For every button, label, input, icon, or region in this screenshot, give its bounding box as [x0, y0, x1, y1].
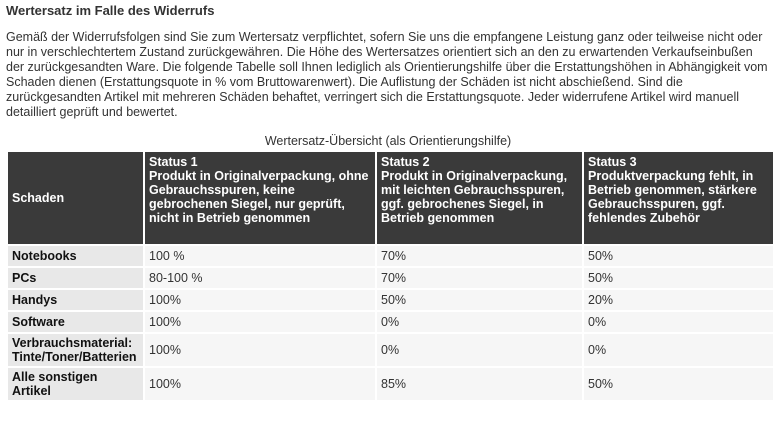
cell-status-2: 0%: [375, 310, 584, 334]
table-row: PCs 80-100 % 70% 50%: [6, 266, 775, 290]
table-row: Verbrauchsmaterial: Tinte/Toner/Batterie…: [6, 332, 775, 368]
status-3-description: Produktverpackung fehlt, in Betrieb geno…: [588, 169, 757, 225]
header-status-3: Status 3 Produktverpackung fehlt, in Bet…: [582, 150, 775, 246]
cell-status-1: 100%: [143, 332, 377, 368]
table-row: Alle sonstigen Artikel 100% 85% 50%: [6, 366, 775, 402]
cell-status-2: 85%: [375, 366, 584, 402]
intro-paragraph: Gemäß der Widerrufsfolgen sind Sie zum W…: [6, 30, 768, 119]
table-row: Software 100% 0% 0%: [6, 310, 775, 334]
table-caption: Wertersatz-Übersicht (als Orientierungsh…: [264, 134, 512, 148]
status-1-title: Status 1: [149, 155, 198, 169]
table-row: Handys 100% 50% 20%: [6, 288, 775, 312]
cell-status-2: 50%: [375, 288, 584, 312]
cell-status-2: 70%: [375, 266, 584, 290]
cell-status-2: 0%: [375, 332, 584, 368]
cell-status-1: 80-100 %: [143, 266, 377, 290]
header-status-2: Status 2 Produkt in Originalverpackung, …: [375, 150, 584, 246]
row-label: Verbrauchsmaterial: Tinte/Toner/Batterie…: [6, 332, 145, 368]
cell-status-1: 100%: [143, 310, 377, 334]
header-damage: Schaden: [6, 150, 145, 246]
status-2-description: Produkt in Originalverpackung, mit leich…: [381, 169, 568, 225]
compensation-table: Schaden Status 1 Produkt in Originalverp…: [6, 150, 775, 402]
cell-status-3: 50%: [582, 244, 775, 268]
row-label: Alle sonstigen Artikel: [6, 366, 145, 402]
header-status-1: Status 1 Produkt in Originalverpackung, …: [143, 150, 377, 246]
cell-status-1: 100%: [143, 366, 377, 402]
row-label: Notebooks: [6, 244, 145, 268]
cell-status-3: 50%: [582, 266, 775, 290]
status-2-title: Status 2: [381, 155, 430, 169]
cell-status-1: 100%: [143, 288, 377, 312]
row-label: Software: [6, 310, 145, 334]
table-header-row: Schaden Status 1 Produkt in Originalverp…: [6, 150, 775, 246]
page-heading: Wertersatz im Falle des Widerrufs: [6, 3, 215, 18]
cell-status-3: 50%: [582, 366, 775, 402]
status-3-title: Status 3: [588, 155, 637, 169]
cell-status-3: 0%: [582, 310, 775, 334]
cell-status-3: 20%: [582, 288, 775, 312]
table-row: Notebooks 100 % 70% 50%: [6, 244, 775, 268]
row-label: PCs: [6, 266, 145, 290]
cell-status-1: 100 %: [143, 244, 377, 268]
row-label: Handys: [6, 288, 145, 312]
cell-status-2: 70%: [375, 244, 584, 268]
status-1-description: Produkt in Originalverpackung, ohne Gebr…: [149, 169, 369, 225]
cell-status-3: 0%: [582, 332, 775, 368]
